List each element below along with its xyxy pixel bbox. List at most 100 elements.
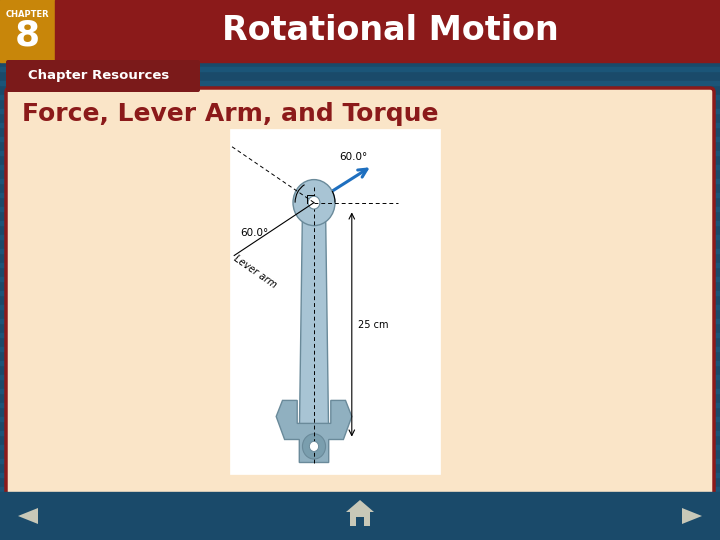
Circle shape: [293, 180, 335, 226]
Bar: [0, 382, 720, 386]
Bar: [0, 319, 720, 323]
Bar: [55, 0, 720, 62]
Bar: [0, 88, 720, 92]
Bar: [0, 305, 720, 309]
Bar: [0, 249, 720, 253]
Bar: [0, 74, 720, 78]
Bar: [0, 375, 720, 379]
Bar: [0, 389, 720, 393]
Bar: [0, 354, 720, 358]
Bar: [0, 200, 720, 204]
Bar: [0, 445, 720, 449]
Circle shape: [310, 441, 319, 451]
Bar: [0, 473, 720, 477]
Bar: [0, 284, 720, 288]
Bar: [0, 165, 720, 169]
Bar: [0, 424, 720, 428]
Bar: [0, 0, 55, 62]
Bar: [350, 512, 370, 526]
Bar: [0, 81, 720, 85]
Bar: [0, 39, 720, 43]
Bar: [0, 186, 720, 190]
Bar: [0, 312, 720, 316]
Bar: [0, 466, 720, 470]
Bar: [0, 263, 720, 267]
Bar: [0, 235, 720, 239]
FancyBboxPatch shape: [6, 88, 714, 496]
Bar: [0, 25, 720, 29]
Bar: [0, 60, 720, 64]
Bar: [0, 529, 720, 533]
Bar: [0, 53, 720, 57]
Text: 60.0°: 60.0°: [240, 227, 269, 238]
Polygon shape: [346, 500, 374, 512]
Bar: [0, 515, 720, 519]
Text: Lever arm: Lever arm: [232, 253, 279, 290]
Bar: [0, 32, 720, 36]
Text: 25 cm: 25 cm: [358, 320, 389, 329]
Bar: [0, 361, 720, 365]
Bar: [0, 452, 720, 456]
Circle shape: [308, 196, 320, 209]
Bar: [0, 144, 720, 148]
Bar: [0, 116, 720, 120]
Bar: [0, 95, 720, 99]
Bar: [0, 242, 720, 246]
Bar: [0, 368, 720, 372]
Bar: [0, 221, 720, 225]
Bar: [0, 214, 720, 218]
Bar: [0, 270, 720, 274]
Circle shape: [302, 434, 325, 459]
Bar: [0, 291, 720, 295]
Bar: [0, 438, 720, 442]
Polygon shape: [18, 508, 60, 524]
Text: CHAPTER: CHAPTER: [6, 10, 50, 19]
Bar: [0, 130, 720, 134]
Bar: [0, 172, 720, 176]
Bar: [0, 207, 720, 211]
FancyBboxPatch shape: [6, 60, 200, 92]
Bar: [0, 536, 720, 540]
Bar: [0, 158, 720, 162]
Bar: [0, 11, 720, 15]
Bar: [0, 228, 720, 232]
Bar: [0, 396, 720, 400]
Bar: [0, 46, 720, 50]
Bar: [0, 459, 720, 463]
Bar: [0, 522, 720, 526]
Bar: [0, 326, 720, 330]
Bar: [0, 193, 720, 197]
Bar: [0, 403, 720, 407]
Bar: [0, 340, 720, 344]
Text: 8: 8: [14, 18, 40, 52]
Bar: [0, 137, 720, 141]
Bar: [0, 256, 720, 260]
Bar: [0, 410, 720, 414]
Bar: [0, 277, 720, 281]
Bar: [0, 494, 720, 498]
Bar: [0, 0, 720, 1]
Bar: [0, 102, 720, 106]
Polygon shape: [300, 210, 329, 440]
Bar: [0, 179, 720, 183]
Bar: [0, 67, 720, 71]
Bar: [230, 129, 440, 474]
Polygon shape: [276, 400, 352, 462]
Bar: [0, 492, 720, 540]
Bar: [0, 333, 720, 337]
Bar: [0, 417, 720, 421]
Text: Rotational Motion: Rotational Motion: [222, 15, 559, 48]
Bar: [0, 480, 720, 484]
Bar: [0, 151, 720, 155]
Bar: [0, 4, 720, 8]
Text: Chapter Resources: Chapter Resources: [28, 70, 170, 83]
Text: 60.0°: 60.0°: [339, 152, 367, 161]
Bar: [0, 109, 720, 113]
Bar: [0, 508, 720, 512]
Bar: [0, 431, 720, 435]
Bar: [0, 487, 720, 491]
Bar: [0, 18, 720, 22]
Bar: [0, 298, 720, 302]
Bar: [356, 517, 364, 526]
Text: Force, Lever Arm, and Torque: Force, Lever Arm, and Torque: [22, 102, 438, 126]
